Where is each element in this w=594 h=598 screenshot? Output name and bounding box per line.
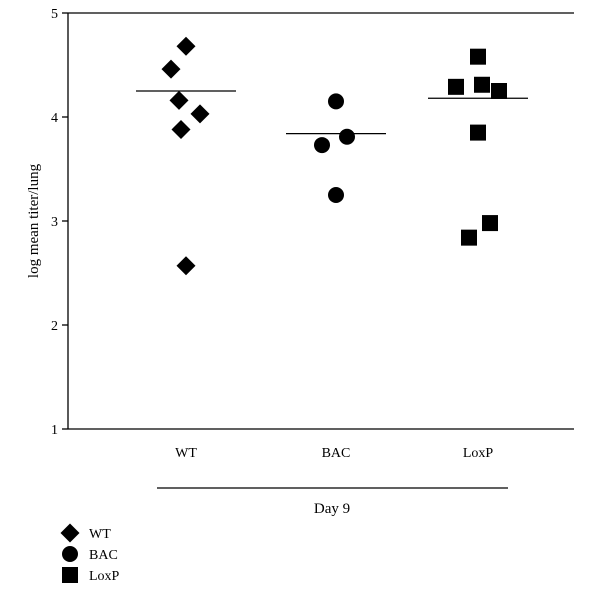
y-tick-label: 1 xyxy=(51,423,58,438)
x-tick-label: WT xyxy=(175,446,197,461)
legend-diamond-icon xyxy=(60,523,80,543)
square-point xyxy=(482,215,498,232)
circle-point xyxy=(314,137,330,154)
y-tick-label: 5 xyxy=(51,7,58,22)
legend: WT BAC LoxP xyxy=(60,523,120,584)
x-tick-label: LoxP xyxy=(463,446,494,461)
plot-area: 1 2 3 4 5 WT BAC LoxP xyxy=(51,7,574,489)
diamond-point xyxy=(176,36,196,56)
circle-point xyxy=(328,187,344,203)
legend-label: BAC xyxy=(89,548,118,563)
diamond-point xyxy=(161,59,181,79)
square-point xyxy=(491,83,507,99)
square-point xyxy=(461,229,477,246)
legend-label: WT xyxy=(89,527,111,542)
y-axis-title: log mean titer/lung xyxy=(26,163,42,278)
x-tick-label: BAC xyxy=(322,446,351,461)
square-point xyxy=(470,48,486,65)
legend-label: LoxP xyxy=(89,569,120,584)
circle-point xyxy=(339,128,355,145)
diamond-point xyxy=(171,119,191,139)
y-tick-label: 3 xyxy=(51,215,58,230)
y-tick-label: 2 xyxy=(51,319,58,334)
square-point xyxy=(474,76,490,93)
diamond-point xyxy=(176,256,196,276)
legend-square-icon xyxy=(62,567,78,583)
y-tick-label: 4 xyxy=(51,111,58,126)
group-label: Day 9 xyxy=(314,501,350,517)
square-point xyxy=(470,124,486,141)
square-point xyxy=(448,78,464,95)
circle-point xyxy=(328,93,344,110)
legend-circle-icon xyxy=(62,546,78,562)
diamond-point xyxy=(169,90,189,110)
diamond-point xyxy=(190,104,210,124)
